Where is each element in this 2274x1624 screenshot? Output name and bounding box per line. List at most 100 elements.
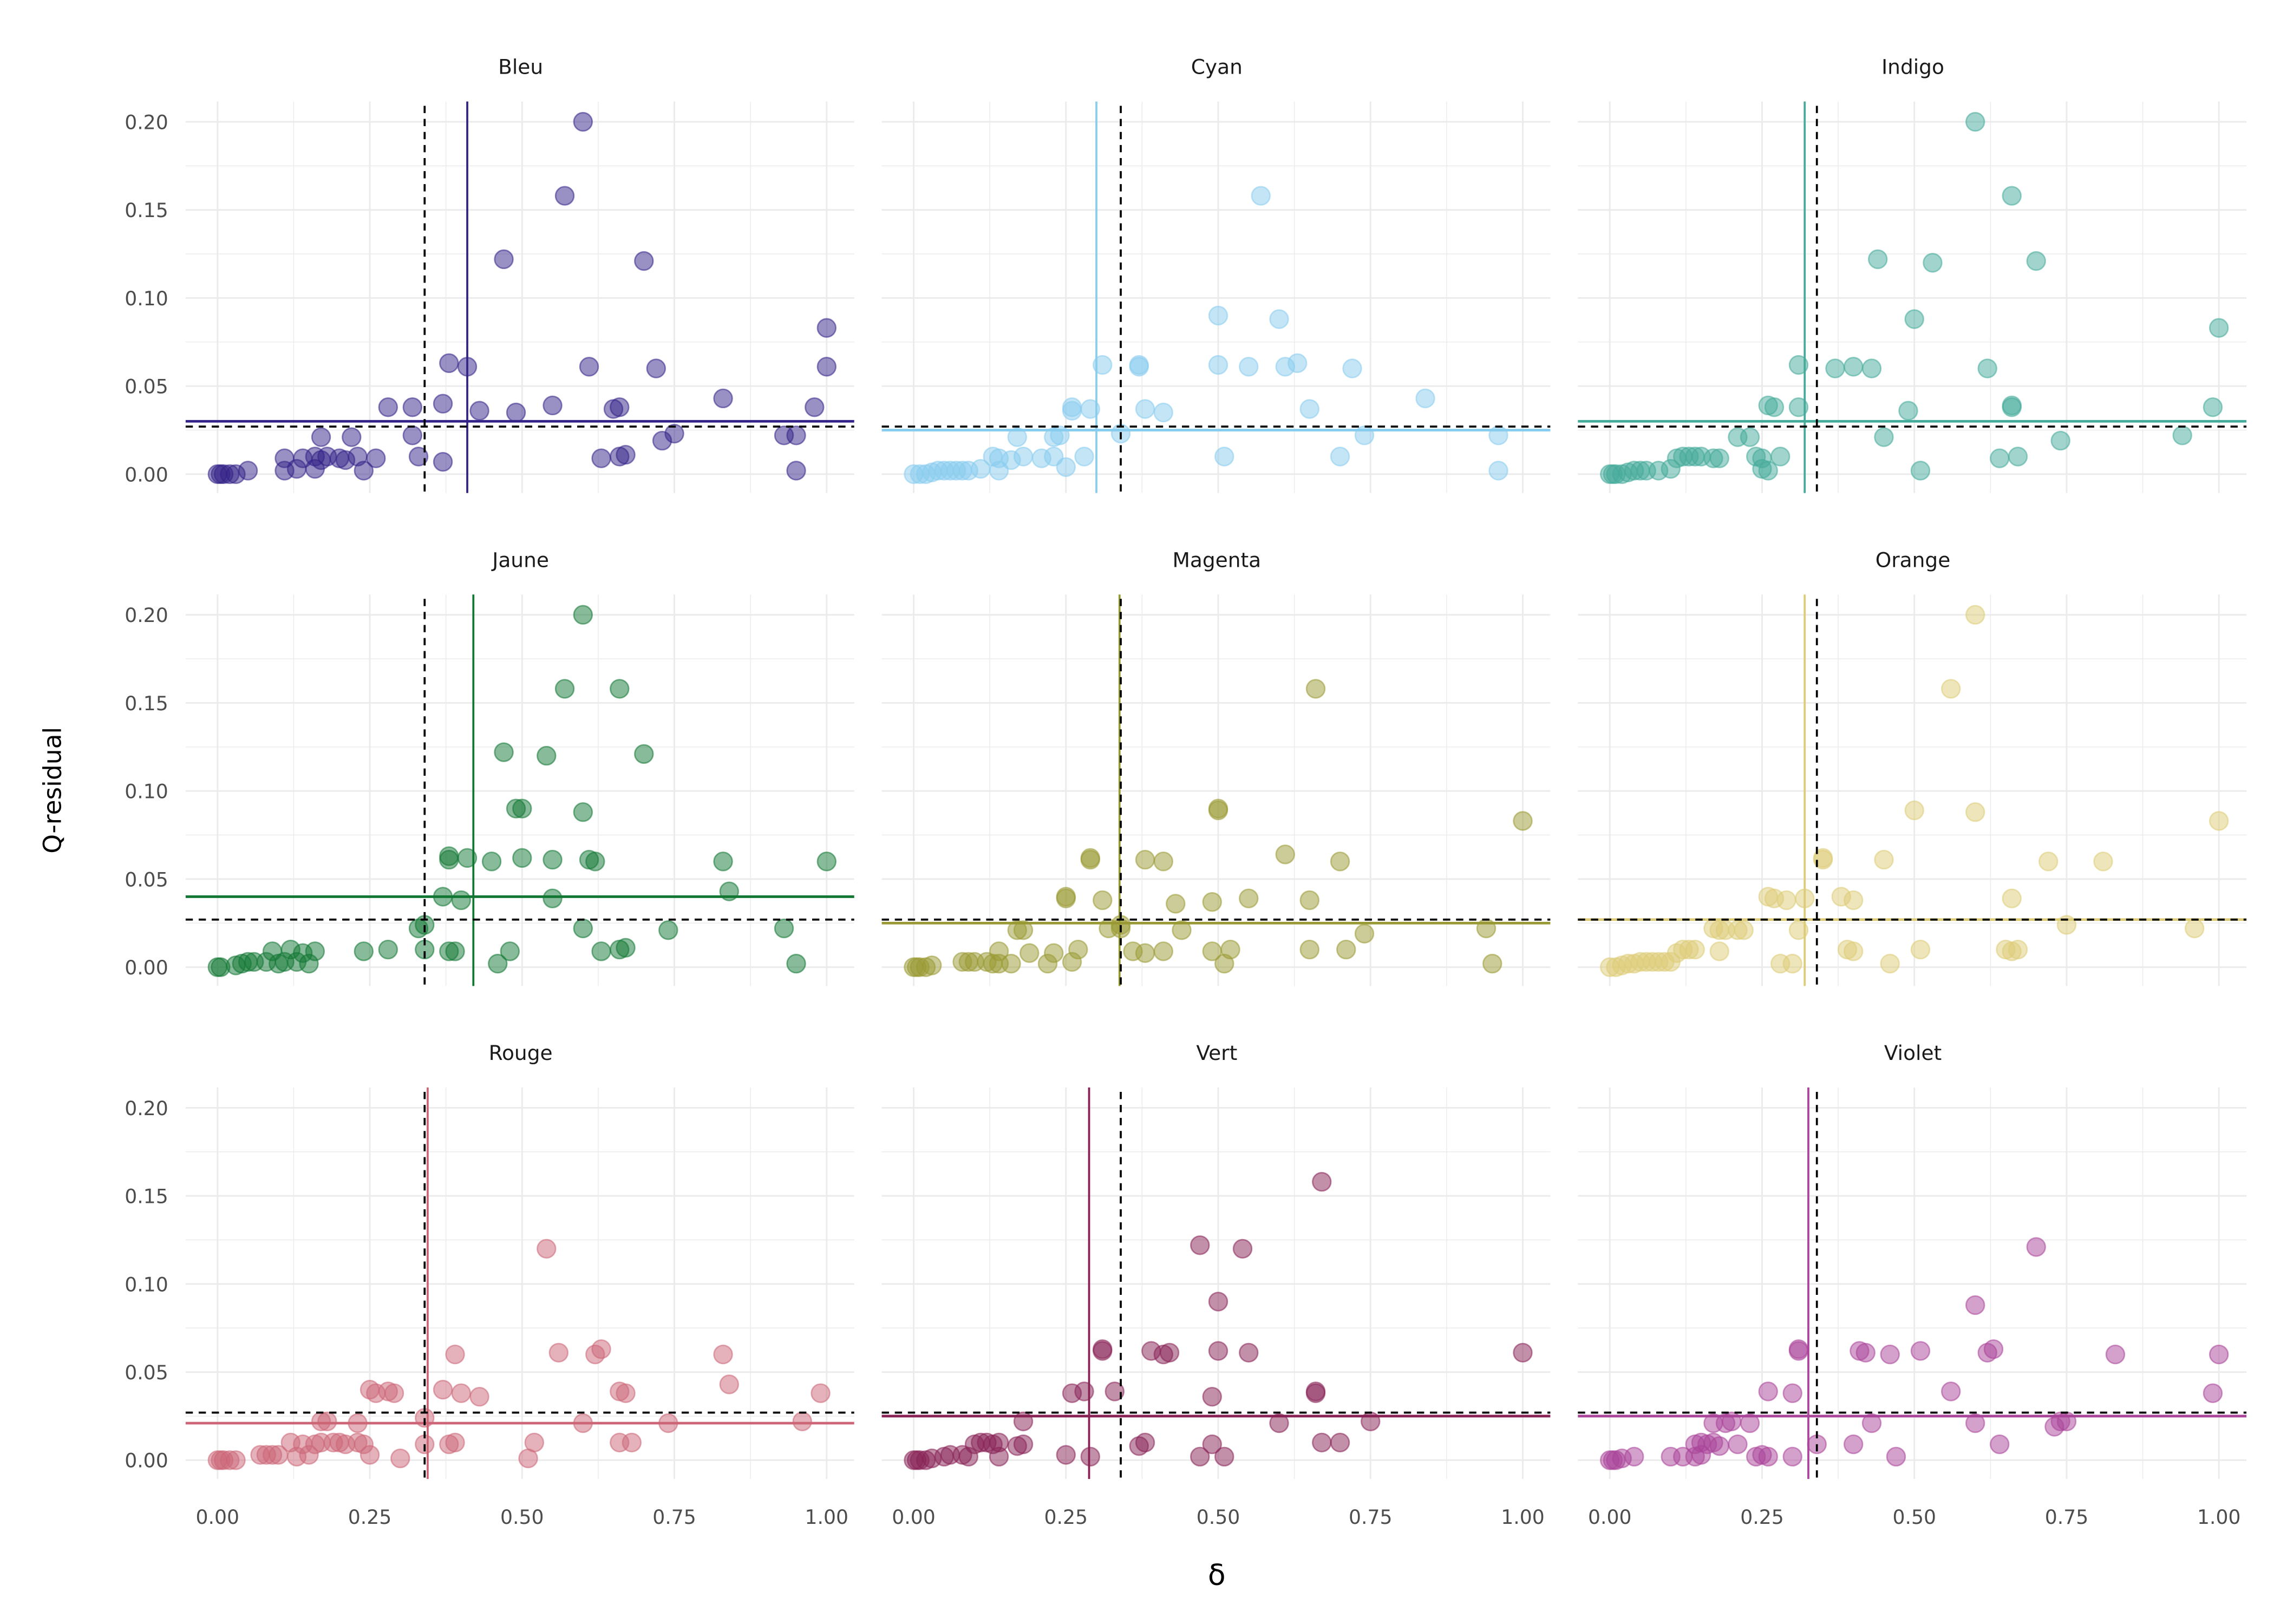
data-point [816, 357, 837, 377]
data-point [1172, 920, 1192, 940]
data-point [591, 448, 611, 468]
data-point [1782, 953, 1802, 974]
data-point [1874, 849, 1894, 870]
data-point [1874, 427, 1894, 447]
x-tick-label: 1.00 [2197, 1505, 2241, 1529]
data-point [1056, 887, 1076, 907]
data-point [1861, 358, 1882, 378]
data-point [1825, 358, 1845, 378]
data-point [554, 186, 575, 206]
data-point [989, 941, 1009, 961]
data-point [2002, 888, 2022, 908]
data-point [1208, 305, 1229, 326]
panel-bleu: Bleu 0.00 0.05 0.10 0.15 0.20 [125, 55, 854, 493]
data-point [713, 852, 733, 872]
data-point [2208, 1344, 2229, 1365]
panel-indigo: Indigo [1578, 55, 2247, 493]
data-point [1080, 1446, 1100, 1467]
data-point [1299, 939, 1319, 960]
data-point [634, 251, 654, 271]
data-point [2002, 397, 2022, 417]
data-point [1758, 1381, 1778, 1402]
data-point [1275, 844, 1295, 865]
strip-label: Jaune [491, 548, 549, 572]
data-point [811, 1383, 831, 1403]
data-point [1220, 939, 1240, 960]
data-point [1513, 1343, 1533, 1363]
strip-label: Indigo [1881, 55, 1944, 79]
panel-violet: Violet 0.00 0.25 0.50 0.75 1.00 [1578, 1041, 2247, 1529]
data-point [2172, 425, 2192, 446]
data-point [1740, 427, 1760, 447]
data-point [1074, 447, 1094, 467]
x-tick-label: 0.75 [2045, 1505, 2089, 1529]
data-point [445, 1432, 465, 1452]
panel-vert: Vert 0.00 0.25 0.50 0.75 1.00 [881, 1041, 1551, 1529]
data-point [384, 1383, 404, 1403]
data-point [786, 425, 806, 446]
data-point [1342, 358, 1362, 378]
data-point [989, 1432, 1009, 1452]
data-point [922, 955, 942, 975]
data-point [1044, 943, 1064, 963]
y-tick-label: 0.10 [125, 287, 168, 310]
data-point [1153, 941, 1173, 961]
data-point [616, 938, 636, 958]
y-tick-label: 0.15 [125, 692, 168, 715]
data-point [1135, 399, 1155, 419]
data-point [1202, 1386, 1222, 1407]
data-point [591, 941, 611, 961]
data-point [1965, 1295, 1985, 1315]
data-point [713, 1344, 733, 1365]
data-point [506, 402, 526, 423]
data-point [616, 444, 636, 465]
data-point [1093, 355, 1113, 375]
data-point [1208, 1292, 1229, 1312]
data-point [1788, 355, 1809, 375]
y-tick-label: 0.20 [125, 604, 168, 627]
data-point [1940, 1381, 1961, 1402]
data-point [354, 461, 374, 481]
data-point [494, 742, 514, 762]
data-point [1093, 1339, 1113, 1359]
data-point [2038, 852, 2059, 872]
x-axis-title: δ [1208, 1558, 1226, 1592]
data-point [1910, 1341, 1931, 1361]
data-point [622, 1432, 642, 1452]
panel-magenta: Magenta [881, 548, 1551, 986]
data-point [1232, 1239, 1253, 1259]
data-point [439, 849, 459, 870]
data-point [1330, 852, 1350, 872]
data-point [1312, 1432, 1332, 1452]
x-tick-label: 0.75 [652, 1505, 696, 1529]
data-point [1843, 1434, 1864, 1455]
y-tick-label: 0.05 [125, 375, 168, 398]
data-point [591, 1339, 611, 1359]
data-point [573, 112, 593, 132]
data-point [537, 745, 557, 766]
data-point [500, 941, 520, 961]
data-point [2026, 1237, 2046, 1257]
data-point [1843, 941, 1864, 961]
panels-layer: Bleu 0.00 0.05 0.10 0.15 0.20 Cyan Indigo Jaune 0… [125, 55, 2247, 1529]
data-point [451, 1383, 472, 1403]
data-point [1239, 888, 1259, 908]
data-point [1965, 112, 1985, 132]
data-point [573, 605, 593, 625]
data-point [1214, 1446, 1234, 1467]
data-point [390, 1448, 410, 1469]
strip-label: Bleu [498, 55, 543, 79]
data-point [1312, 1171, 1332, 1192]
data-point [2203, 397, 2223, 417]
panel-jaune: Jaune 0.00 0.05 0.10 0.15 0.20 [125, 548, 854, 986]
data-point [1709, 941, 1729, 961]
data-point [488, 953, 508, 974]
x-tick-label: 0.25 [348, 1505, 392, 1529]
data-point [1770, 447, 1791, 467]
y-tick-label: 0.05 [125, 868, 168, 891]
y-tick-label: 0.00 [125, 1449, 168, 1472]
data-point [1056, 1445, 1076, 1465]
strip-label: Violet [1884, 1041, 1942, 1065]
data-point [1861, 1413, 1882, 1433]
